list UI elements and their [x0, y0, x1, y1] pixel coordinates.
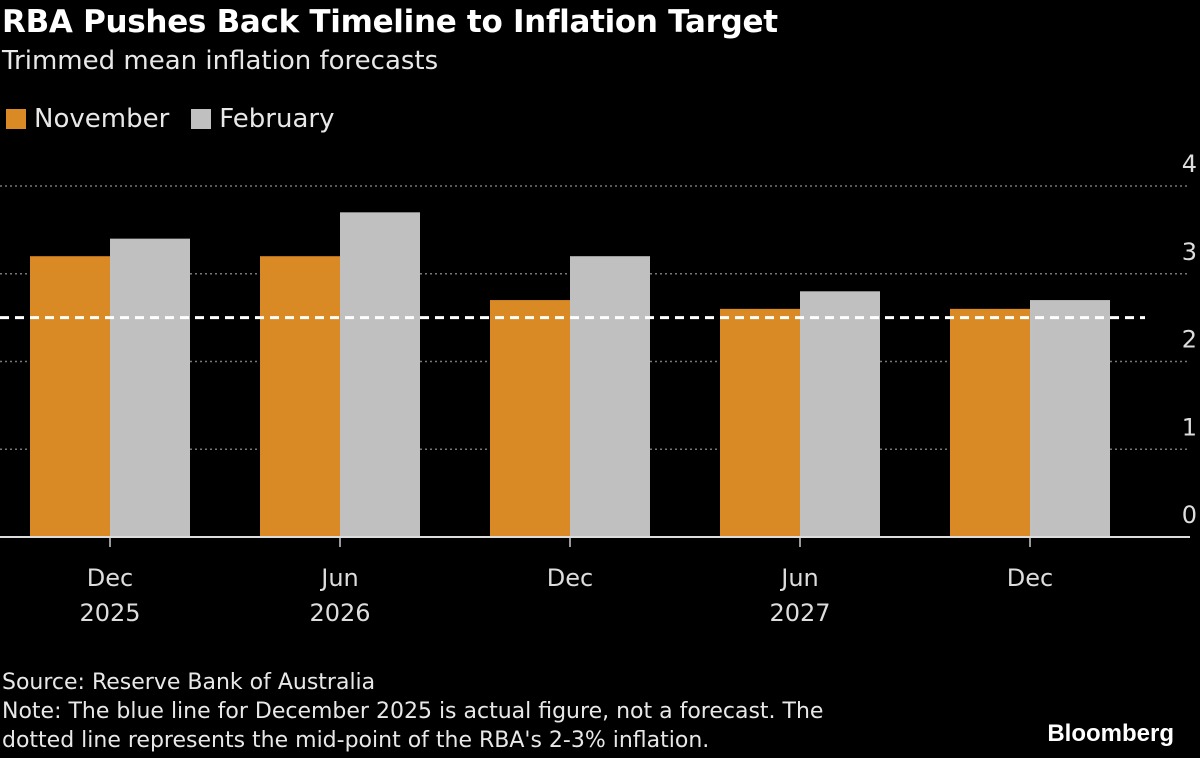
bar-november	[490, 300, 570, 537]
chart-subtitle: Trimmed mean inflation forecasts	[2, 46, 439, 76]
y-tick-label: 0	[1182, 501, 1197, 529]
source-text: Source: Reserve Bank of Australia	[2, 670, 376, 695]
bar-february	[570, 256, 650, 537]
x-tick-label: Jun	[779, 564, 819, 592]
legend-swatch-november	[6, 109, 26, 129]
note-line-2: dotted line represents the mid-point of …	[2, 728, 710, 753]
legend-label-february: February	[219, 104, 335, 134]
y-tick-label: 3	[1182, 238, 1197, 266]
x-tick-year-label: 2026	[309, 599, 370, 627]
x-tick-year-label: 2025	[79, 599, 140, 627]
x-tick-label: Dec	[547, 564, 593, 592]
x-tick-label: Dec	[1007, 564, 1053, 592]
y-tick-label: 1	[1182, 413, 1197, 441]
bar-february	[110, 238, 190, 537]
y-tick-label: 2	[1182, 326, 1197, 354]
legend-item-february: February	[191, 104, 334, 134]
legend: November February	[6, 104, 334, 134]
bar-november	[720, 308, 800, 537]
bar-february	[340, 212, 420, 537]
bar-february	[800, 291, 880, 537]
legend-item-november: November	[6, 104, 169, 134]
legend-label-november: November	[34, 104, 170, 134]
bar-november	[260, 256, 340, 537]
bar-november	[30, 256, 110, 537]
legend-swatch-february	[191, 109, 212, 129]
note-line-1: Note: The blue line for December 2025 is…	[2, 699, 824, 724]
y-tick-label: 4	[1182, 150, 1197, 178]
x-tick-label: Dec	[87, 564, 133, 592]
bloomberg-logo: Bloomberg	[1047, 720, 1174, 747]
x-tick-year-label: 2027	[769, 599, 830, 627]
bar-november	[950, 308, 1030, 537]
chart-title: RBA Pushes Back Timeline to Inflation Ta…	[2, 4, 778, 40]
bar-february	[1030, 300, 1110, 537]
x-tick-label: Jun	[319, 564, 359, 592]
footer-notes: Source: Reserve Bank of Australia Note: …	[2, 668, 823, 755]
